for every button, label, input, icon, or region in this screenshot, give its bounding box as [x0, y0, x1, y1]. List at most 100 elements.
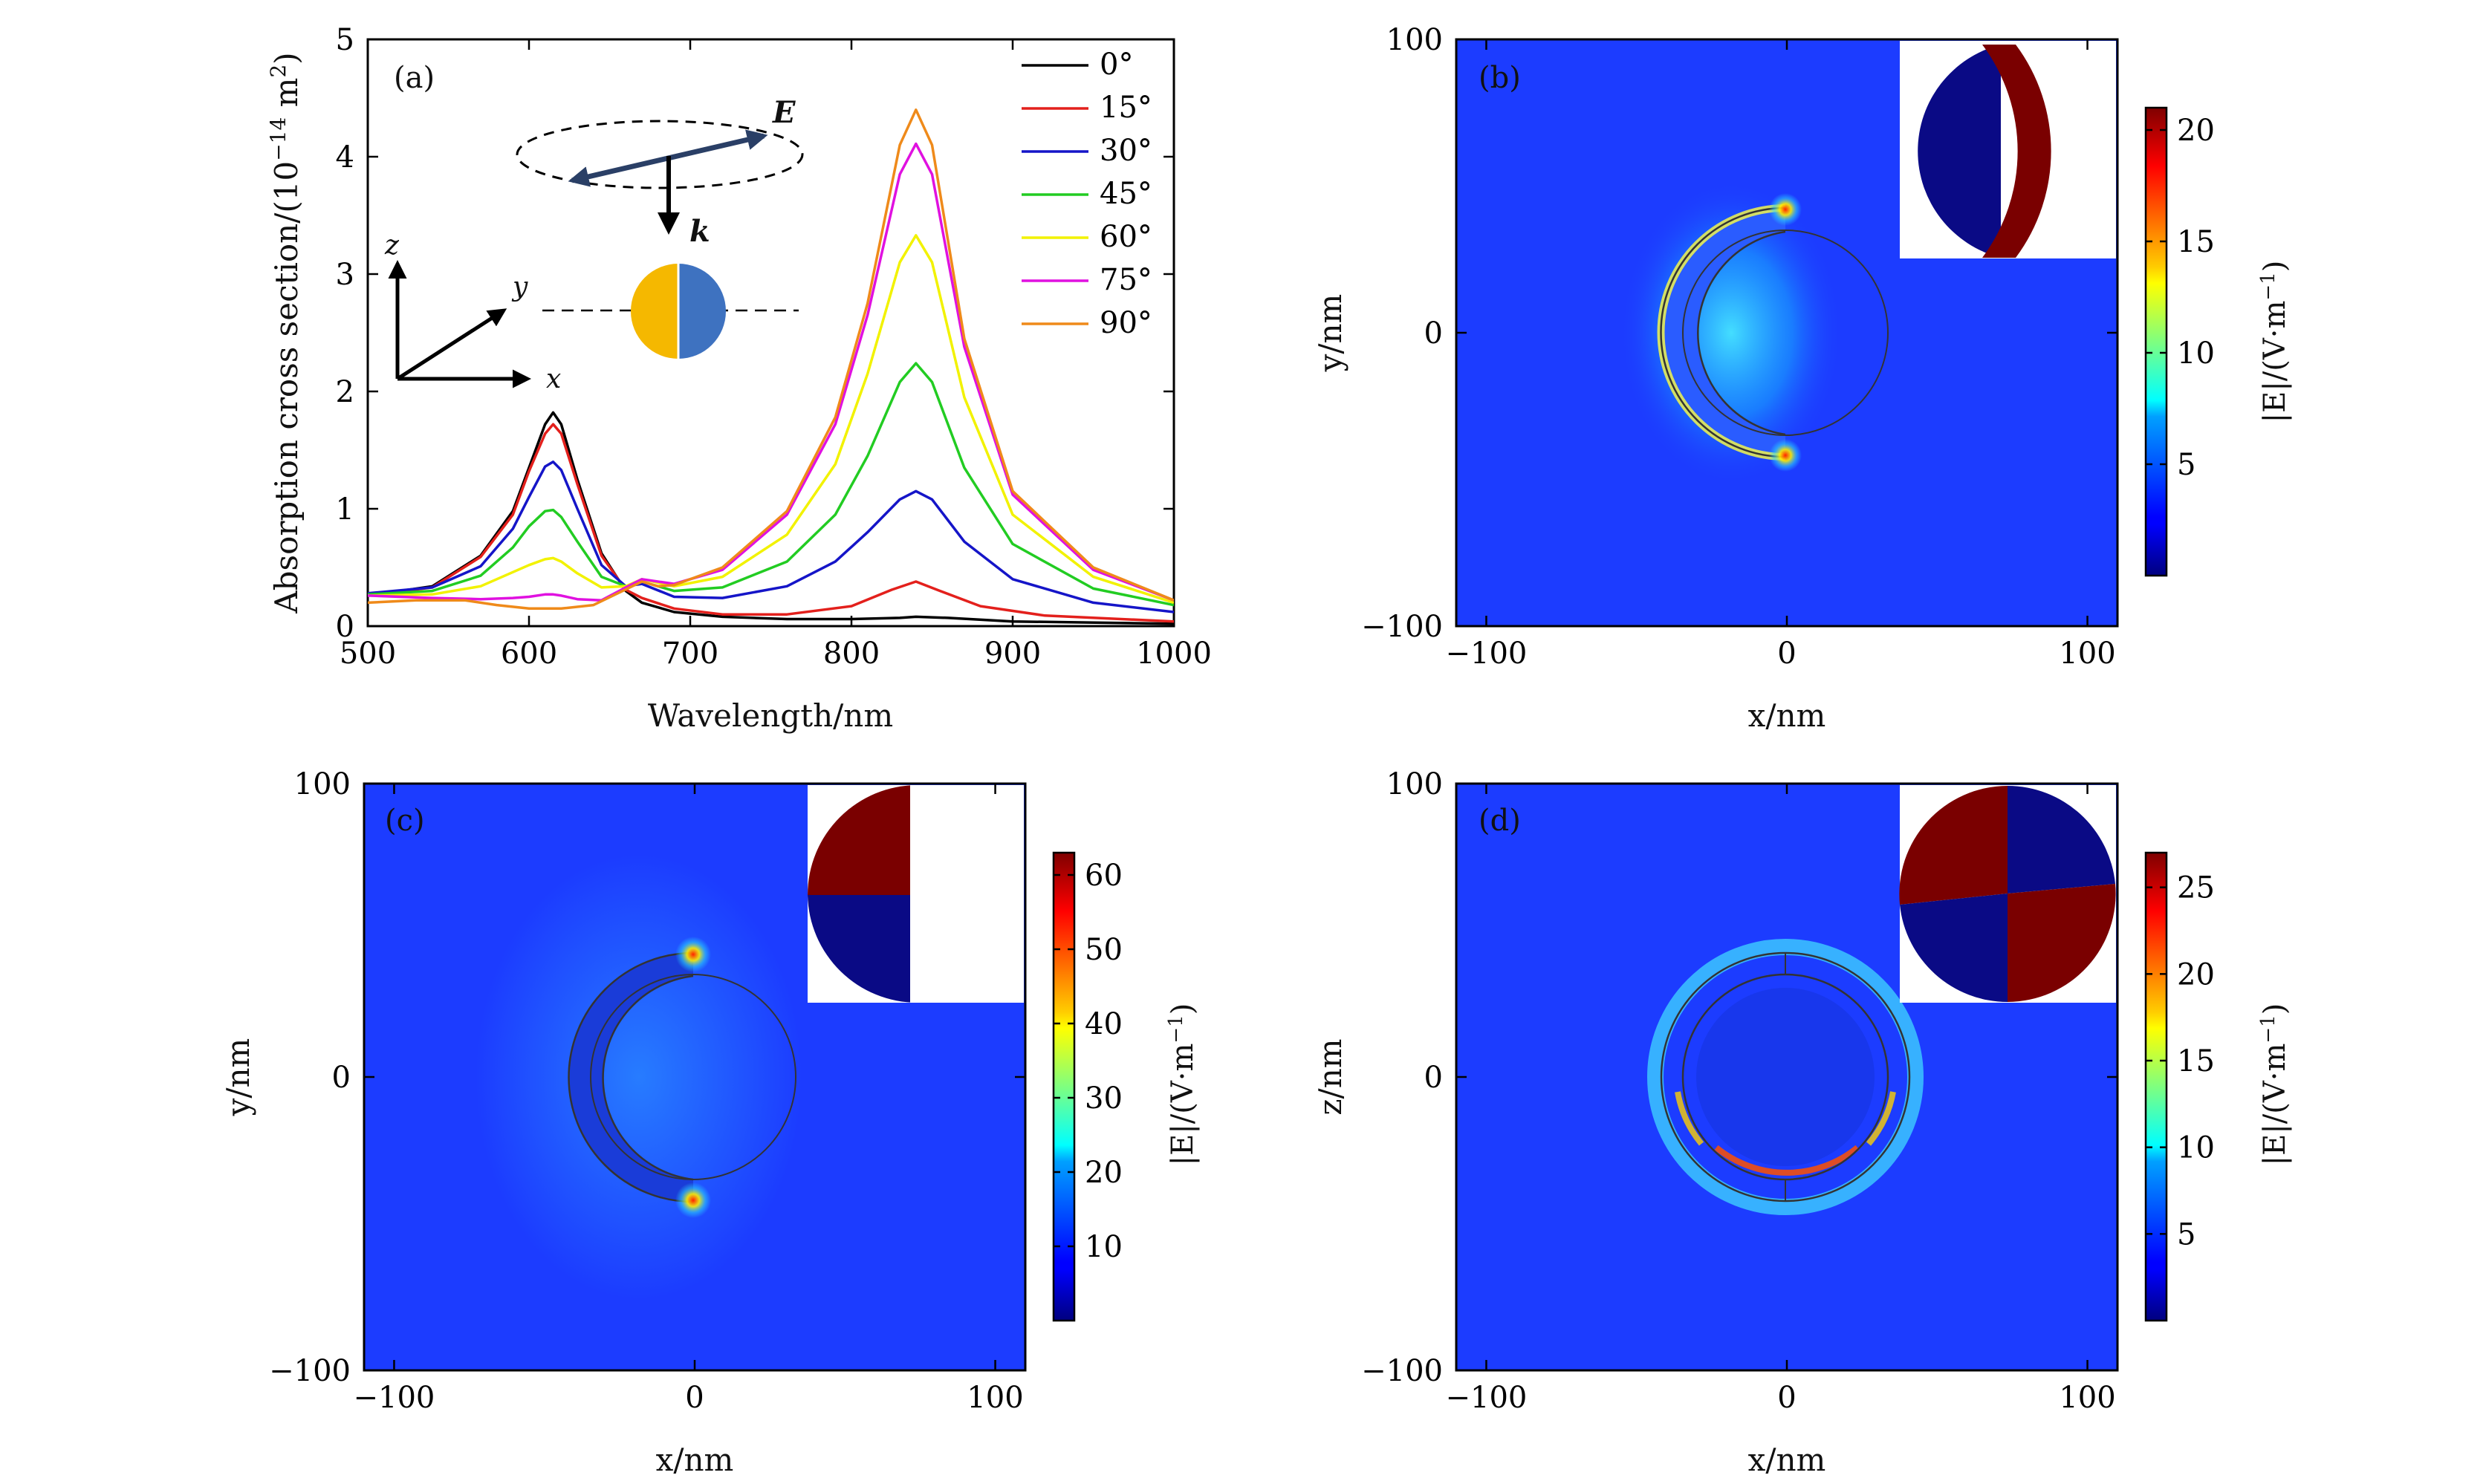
panel-d-inset-red-bottom-right	[2008, 884, 2116, 1002]
colorbar-tick-label: 10	[2177, 336, 2215, 371]
series-line-2	[368, 461, 1174, 614]
series-line-5	[368, 142, 1174, 602]
panel-d-colorbar-label: |E|/(V·m−1)	[2257, 1003, 2292, 1166]
panel-a-xtick-label: 1000	[1136, 637, 1212, 671]
panel-c-colorbar	[1052, 851, 1076, 1322]
panel-b-inset-red-cap	[1982, 45, 2051, 258]
y-axis-label: y	[511, 272, 528, 302]
panel-a-series	[368, 108, 1174, 625]
panel-b-label: (b)	[1479, 61, 1521, 95]
series-line-1	[368, 423, 1174, 623]
ytick-label: 0	[1424, 1061, 1443, 1095]
panel-c-inset-red-quarter	[808, 785, 918, 895]
panel-c-heatmap: −100 0 100 −100 0 100 (c) x/nm y/nm 10 20 30 40 5…	[220, 767, 1200, 1478]
panel-d-colorbar	[2144, 851, 2168, 1322]
legend-label-4: 60°	[1100, 220, 1152, 254]
panel-b-colorbar	[2144, 106, 2168, 577]
half-shell-blue	[678, 264, 726, 359]
xtick-label: 100	[2059, 637, 2115, 671]
ytick-label: 0	[332, 1061, 351, 1095]
panel-a-legend: 0° 15° 30° 45° 60° 75° 90°	[1022, 48, 1152, 340]
panel-a-xtick-label: 700	[662, 637, 718, 671]
z-axis-label: z	[384, 230, 400, 261]
colorbar-tick-label: 20	[2177, 957, 2215, 992]
legend-label-2: 30°	[1100, 134, 1152, 168]
panel-a-frame	[366, 38, 1175, 628]
panel-d-label: (d)	[1479, 804, 1521, 838]
panel-c-field-glow	[476, 854, 802, 1300]
panel-a-xlabel: Wavelength/nm	[648, 697, 893, 734]
panel-a-ytick-label: 3	[336, 258, 354, 292]
legend-label-1: 15°	[1100, 91, 1152, 125]
panel-c-hotspot-top	[675, 937, 711, 972]
ytick-label: −100	[1361, 1354, 1443, 1388]
panel-d-inset-blue-bottom-left	[1900, 894, 2008, 1002]
panel-a-ytick-label: 4	[336, 140, 354, 175]
colorbar-tick-label: 10	[1085, 1230, 1123, 1264]
panel-a-ytick-label: 2	[336, 375, 354, 409]
panel-d-xlabel: x/nm	[1748, 1442, 1826, 1478]
xtick-label: 0	[685, 1381, 704, 1415]
colorbar-tick-label: 50	[1085, 933, 1123, 967]
panel-d-core	[1696, 988, 1875, 1166]
panel-b-field-glow	[1620, 180, 1843, 485]
panel-d-outer-glow	[1647, 939, 1924, 1215]
panel-a-ytick-label: 0	[336, 610, 354, 644]
ytick-label: 100	[1386, 767, 1443, 801]
polarization-ellipse	[516, 120, 804, 189]
legend-label-0: 0°	[1100, 48, 1133, 82]
panel-a-ytick-label: 1	[336, 492, 354, 527]
ytick-label: 100	[1386, 23, 1443, 57]
panel-c-colorbar-ticks: 10 20 30 40 50 60	[1054, 859, 1123, 1264]
panel-d-hot-arc-right	[1866, 1091, 1896, 1146]
panel-b-ylabel: y/nm	[1312, 294, 1349, 373]
panel-c-xlabel: x/nm	[656, 1442, 734, 1478]
colorbar-tick-label: 60	[1085, 859, 1123, 893]
panel-a-ylabel: Absorption cross section/(10−14 m2)	[266, 52, 305, 614]
panel-c-hotspot-bottom	[675, 1182, 711, 1218]
panel-d-inset-red-top-left	[1899, 786, 2008, 905]
panel-d-hot-arc-bottom	[1714, 1145, 1860, 1176]
ytick-label: 0	[1424, 316, 1443, 351]
panel-b-xlabel: x/nm	[1748, 697, 1826, 734]
k-vector-label: k	[689, 214, 710, 249]
ytick-label: −100	[269, 1354, 351, 1388]
series-line-6	[368, 108, 1174, 611]
xtick-label: −100	[1446, 637, 1528, 671]
colorbar-tick-label: 10	[2177, 1131, 2215, 1165]
panel-b-shell-outline	[1660, 206, 1786, 458]
xtick-label: 100	[967, 1381, 1023, 1415]
half-shell-gold	[631, 264, 678, 359]
xtick-label: −100	[354, 1381, 435, 1415]
panel-a-xtick-label: 500	[340, 637, 396, 671]
legend-label-5: 75°	[1100, 263, 1152, 297]
panel-b-hotspot-top	[1769, 193, 1802, 226]
panel-a-xtick-label: 900	[984, 637, 1041, 671]
panel-c-shell	[568, 953, 693, 1202]
panel-c-inset-blue-quarter	[808, 895, 918, 1003]
colorbar-tick-label: 15	[2177, 1044, 2215, 1078]
panel-d-heatmap: −100 0 100 −100 0 100 (d) x/nm z/nm 5 10 15 20 25…	[1312, 767, 2292, 1478]
panel-a-line-chart: 500 600 700 800 900 1000 0 1 2 3 4 5 (a) 0° 15° 30° 45…	[266, 23, 1212, 734]
panel-a-xtick-label: 600	[501, 637, 557, 671]
panel-c-shell-outline	[568, 951, 694, 1203]
panel-b-heatmap: −100 0 100 −100 0 100 (b) x/nm y/nm 5 10 15 20 |…	[1312, 23, 2292, 734]
panel-c-ylabel: y/nm	[220, 1038, 256, 1117]
panel-a-inset-schematic: E k z x y	[384, 95, 804, 394]
panel-a-label: (a)	[394, 61, 435, 95]
panel-d-colorbar-ticks: 5 10 15 20 25	[2146, 871, 2215, 1252]
panel-d-ticks: −100 0 100 −100 0 100	[1361, 767, 2117, 1415]
panel-c-core-outline	[590, 974, 796, 1180]
colorbar-tick-label: 15	[2177, 225, 2215, 259]
ytick-label: −100	[1361, 610, 1443, 644]
panel-b-colorbar-label: |E|/(V·m−1)	[2257, 261, 2292, 423]
panel-d-hot-arc-left	[1675, 1091, 1704, 1146]
panel-a-ticks: 500 600 700 800 900 1000 0 1 2 3 4 5	[336, 23, 1212, 671]
panel-c-label: (c)	[385, 804, 425, 838]
xtick-label: 0	[1777, 1381, 1796, 1415]
panel-b-colorbar-ticks: 5 10 15 20	[2146, 114, 2215, 482]
xtick-label: −100	[1446, 1381, 1528, 1415]
x-axis-label: x	[546, 364, 561, 394]
ytick-label: 100	[294, 767, 351, 801]
